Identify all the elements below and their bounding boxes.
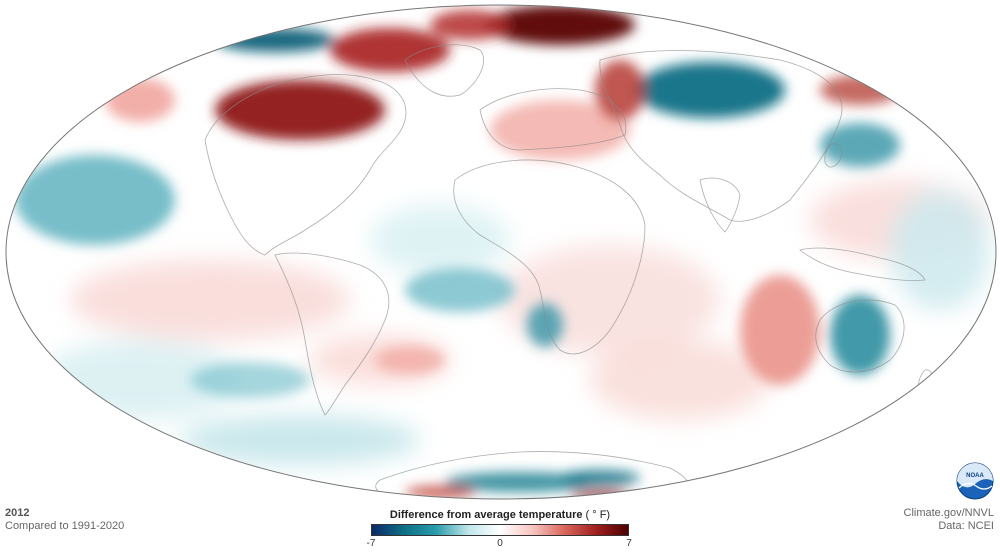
svg-text:NOAA: NOAA [966,473,984,479]
cool-region [635,62,785,118]
globe-outline [5,4,997,500]
europe-outline [479,88,627,151]
year-label: 2012 [5,507,30,519]
cool-region [15,155,175,245]
credit-label: Climate.gov/NNVL [903,507,994,519]
temperature-anomaly-map [5,4,997,500]
legend-unit: ( ° F) [585,509,611,521]
map-container [5,4,997,500]
anomaly-field [15,5,990,499]
footer-right: Climate.gov/NNVL Data: NCEI [904,507,994,533]
legend-colorbar [371,524,629,536]
greenland-outline [404,44,485,97]
australia-outline [815,299,905,373]
footer-left: 2012 Compared to 1991-2020 [5,507,124,533]
cool-region [405,268,515,312]
data-source-label: Data: NCEI [938,520,994,532]
baseline-label: Compared to 1991-2020 [5,520,125,532]
warm-region [740,275,820,385]
legend-tick-min: -7 [366,538,376,549]
anomaly-strong-layer [215,5,785,499]
legend-title-text: Difference from average temperature [389,509,583,521]
india-outline [699,177,741,233]
anomaly-medium-layer [15,75,900,398]
warm-region [70,260,350,340]
asia-outline [599,50,843,222]
cool-region [890,190,990,310]
cool-region [560,470,640,486]
warm-region [485,5,635,45]
indonesia-outline [799,247,926,281]
africa-outline [453,159,646,355]
warm-region [820,75,900,105]
noaa-logo-icon: NOAA [956,462,994,500]
warm-region [105,78,175,122]
color-legend: Difference from average temperature ( ° … [367,509,632,550]
warm-region [405,486,475,498]
legend-ticks: -7 0 7 [367,536,632,550]
cool-region [820,123,900,167]
warm-region [215,80,385,140]
legend-title: Difference from average temperature ( ° … [371,509,629,521]
warm-region [375,346,445,374]
north-america-outline [204,74,407,256]
legend-tick-mid: 0 [497,538,503,549]
warm-region [595,60,645,120]
warm-region [490,100,630,160]
japan-outline [824,143,843,168]
legend-tick-max: 7 [626,538,632,549]
cool-region [370,205,510,275]
cool-region [215,28,335,52]
cool-region [190,362,310,398]
warm-region [330,28,450,72]
cool-region [180,415,420,465]
warm-region [430,10,510,40]
warm-region [590,340,770,420]
cool-region [830,295,890,375]
cool-region [445,472,595,492]
south-america-outline [274,252,390,416]
cool-region [527,303,563,347]
